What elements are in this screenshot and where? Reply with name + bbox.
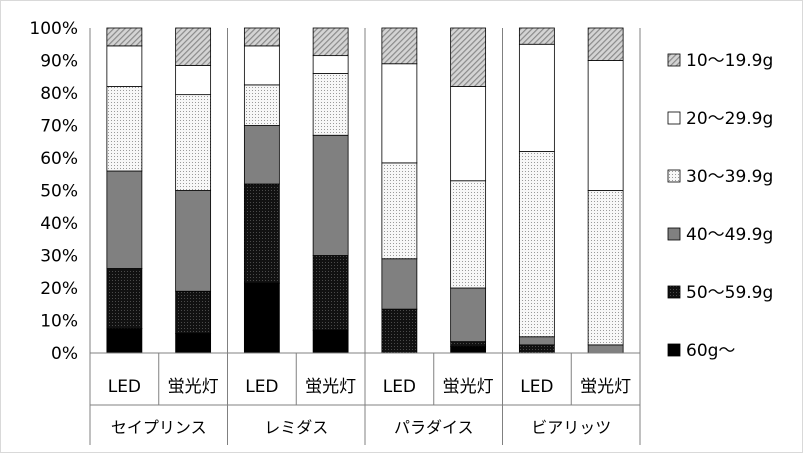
legend-label: 50～59.9g <box>686 283 773 303</box>
bar-segment <box>106 268 143 330</box>
x-group-label: ビアリッツ <box>531 418 611 437</box>
bar-segment <box>312 329 349 354</box>
x-category-label: 蛍光灯 <box>168 377 219 397</box>
bar-segment <box>587 27 624 61</box>
bar-segment <box>175 290 212 334</box>
bar-segment <box>175 333 212 354</box>
bar-segment <box>518 27 555 45</box>
bar-segment <box>243 84 280 126</box>
legend-label: 30～39.9g <box>686 167 773 187</box>
bar-segment <box>175 94 212 191</box>
bar-segment <box>587 344 624 354</box>
bar-segment <box>518 151 555 338</box>
legend-swatch <box>667 169 681 183</box>
bar-segment <box>381 308 418 354</box>
bar-segment <box>381 27 418 65</box>
bar-segment <box>587 190 624 346</box>
x-group-label: レミダス <box>264 418 328 437</box>
bar-segment <box>106 86 143 172</box>
bar-segment <box>381 63 418 164</box>
bar-segment <box>312 55 349 74</box>
y-tick-label: 90% <box>40 52 78 72</box>
x-category-label: 蛍光灯 <box>305 377 356 397</box>
bar-segment <box>450 287 487 343</box>
x-category-label: LED <box>383 377 416 397</box>
bar-segment <box>175 190 212 292</box>
bar-segment <box>243 125 280 185</box>
bar-segment <box>587 60 624 191</box>
bar-segment <box>450 180 487 289</box>
bar-segment <box>106 170 143 269</box>
bar-segment <box>243 45 280 86</box>
legend-swatch <box>667 343 681 357</box>
bar-segment <box>106 328 143 354</box>
bar-segment <box>450 86 487 182</box>
y-tick-label: 0% <box>51 344 78 364</box>
legend-swatch <box>667 227 681 241</box>
bar-segment <box>312 134 349 256</box>
y-tick-label: 10% <box>40 312 78 332</box>
bar-segment <box>175 64 212 96</box>
y-tick-label: 40% <box>40 214 78 234</box>
x-group-label: セイプリンス <box>111 418 207 437</box>
y-tick-label: 60% <box>40 149 78 169</box>
bar-segment <box>175 27 212 66</box>
bar-segment <box>450 341 487 347</box>
bar-segment <box>518 336 555 346</box>
x-category-label: LED <box>108 377 141 397</box>
bar-segment <box>312 73 349 136</box>
bar-segment <box>450 346 487 354</box>
bar-segment <box>518 344 555 354</box>
x-category-label: 蛍光灯 <box>580 377 631 397</box>
legend-swatch <box>667 285 681 299</box>
bar-segment <box>312 27 349 57</box>
bar-segment <box>243 183 280 284</box>
x-category-label: 蛍光灯 <box>443 377 494 397</box>
legend-swatch <box>667 111 681 125</box>
bar-segment <box>106 45 143 87</box>
y-tick-label: 70% <box>40 117 78 137</box>
legend-label: 40～49.9g <box>686 225 773 245</box>
legend-swatch <box>667 53 681 67</box>
y-tick-label: 100% <box>29 19 78 39</box>
legend-label: 20～29.9g <box>686 109 773 129</box>
y-tick-label: 50% <box>40 182 78 202</box>
bar-segment <box>243 282 280 354</box>
legend-label: 60g～ <box>686 341 735 361</box>
bar-segment <box>381 162 418 260</box>
bar-segment <box>106 27 143 47</box>
bar-segment <box>381 258 418 310</box>
bar-segment <box>243 27 280 47</box>
x-category-label: LED <box>245 377 278 397</box>
y-tick-label: 80% <box>40 84 78 104</box>
y-tick-label: 30% <box>40 247 78 267</box>
legend-label: 10～19.9g <box>686 51 773 71</box>
bar-segment <box>450 27 487 87</box>
bar-segment <box>518 43 555 152</box>
x-group-label: パラダイス <box>394 418 474 437</box>
y-tick-label: 20% <box>40 279 78 299</box>
x-category-label: LED <box>520 377 553 397</box>
bar-segment <box>312 255 349 331</box>
